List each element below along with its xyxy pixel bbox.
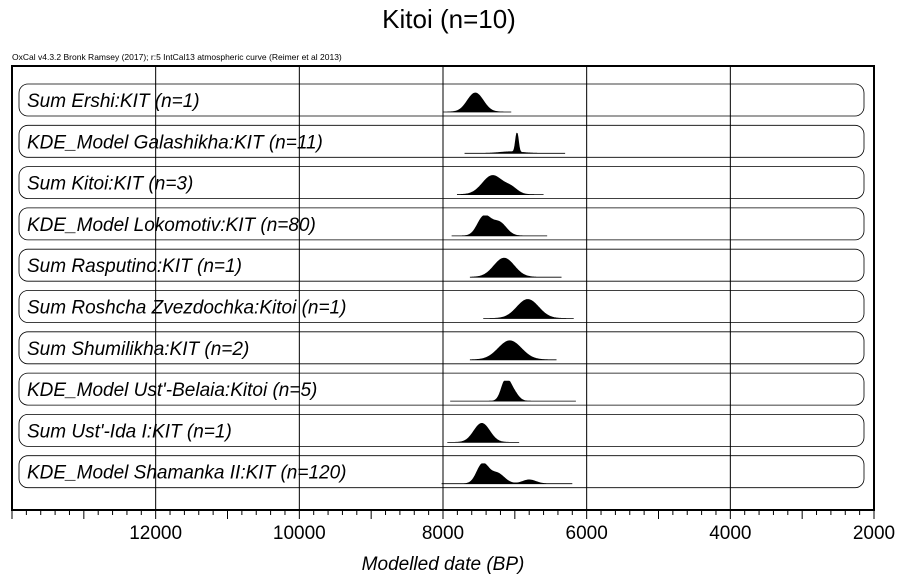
distribution-curve bbox=[447, 422, 520, 443]
series-label: Sum Kitoi:KIT (n=3) bbox=[27, 174, 193, 195]
row-box bbox=[18, 248, 865, 282]
series-label: KDE_Model Lokomotiv:KIT (n=80) bbox=[27, 215, 316, 236]
series-label: Sum Roshcha Zvezdochka:Kitoi (n=1) bbox=[27, 298, 346, 319]
row-1: Sum Ershi:KIT (n=1) bbox=[18, 83, 865, 117]
x-tick-label: 2000 bbox=[853, 523, 895, 544]
distribution-rows: Sum Ershi:KIT (n=1) KDE_Model Galashikha:… bbox=[18, 83, 865, 489]
x-tick-label: 10000 bbox=[273, 523, 326, 544]
row-box bbox=[18, 455, 865, 489]
x-axis: 12000 10000 8000 6000 4000 2000 bbox=[11, 510, 895, 544]
series-label: Sum Shumilikha:KIT (n=2) bbox=[27, 339, 249, 360]
distribution-curve bbox=[442, 92, 512, 113]
row-box bbox=[18, 207, 865, 241]
distribution-curve bbox=[451, 215, 548, 237]
row-box bbox=[18, 83, 865, 117]
x-tick-label: 12000 bbox=[129, 523, 182, 544]
distribution-curve bbox=[469, 340, 557, 361]
series-label: KDE_Model Ust'-Belaia:Kitoi (n=5) bbox=[27, 380, 317, 401]
x-tick-label: 6000 bbox=[566, 523, 608, 544]
row-9: Sum Ust'-Ida I:KIT (n=1) bbox=[18, 413, 865, 447]
row-box bbox=[18, 372, 865, 406]
grid-lines bbox=[155, 66, 731, 510]
series-label: Sum Rasputino:KIT (n=1) bbox=[27, 256, 242, 277]
row-box bbox=[18, 124, 865, 158]
row-10: KDE_Model Shamanka II:KIT (n=120) bbox=[18, 455, 865, 489]
row-6: Sum Roshcha Zvezdochka:Kitoi (n=1) bbox=[18, 290, 865, 323]
row-7: Sum Shumilikha:KIT (n=2) bbox=[18, 331, 865, 365]
distribution-curve bbox=[469, 257, 562, 278]
row-box bbox=[18, 413, 865, 447]
row-3: Sum Kitoi:KIT (n=3) bbox=[18, 166, 865, 200]
distribution-curve bbox=[483, 299, 574, 319]
series-label: KDE_Model Galashikha:KIT (n=11) bbox=[27, 132, 323, 153]
chart-subtitle: OxCal v4.3.2 Bronk Ramsey (2017); r:5 In… bbox=[12, 52, 342, 62]
row-5: Sum Rasputino:KIT (n=1) bbox=[18, 248, 865, 282]
distribution-curve bbox=[464, 132, 566, 154]
x-tick-label: 4000 bbox=[709, 523, 751, 544]
distribution-curve bbox=[450, 380, 576, 402]
x-tick-label: 8000 bbox=[422, 523, 464, 544]
distribution-curve bbox=[456, 175, 544, 195]
series-label: Sum Ust'-Ida I:KIT (n=1) bbox=[27, 421, 232, 442]
row-8: KDE_Model Ust'-Belaia:Kitoi (n=5) bbox=[18, 372, 865, 406]
row-2: KDE_Model Galashikha:KIT (n=11) bbox=[18, 124, 865, 158]
row-box bbox=[18, 290, 865, 323]
chart-title: Kitoi (n=10) bbox=[382, 4, 516, 34]
row-box bbox=[18, 166, 865, 200]
distribution-curve bbox=[441, 463, 573, 485]
x-axis-label: Modelled date (BP) bbox=[362, 554, 525, 575]
row-box bbox=[18, 331, 865, 365]
row-4: KDE_Model Lokomotiv:KIT (n=80) bbox=[18, 207, 865, 241]
series-label: KDE_Model Shamanka II:KIT (n=120) bbox=[27, 463, 346, 484]
series-label: Sum Ershi:KIT (n=1) bbox=[27, 91, 200, 112]
